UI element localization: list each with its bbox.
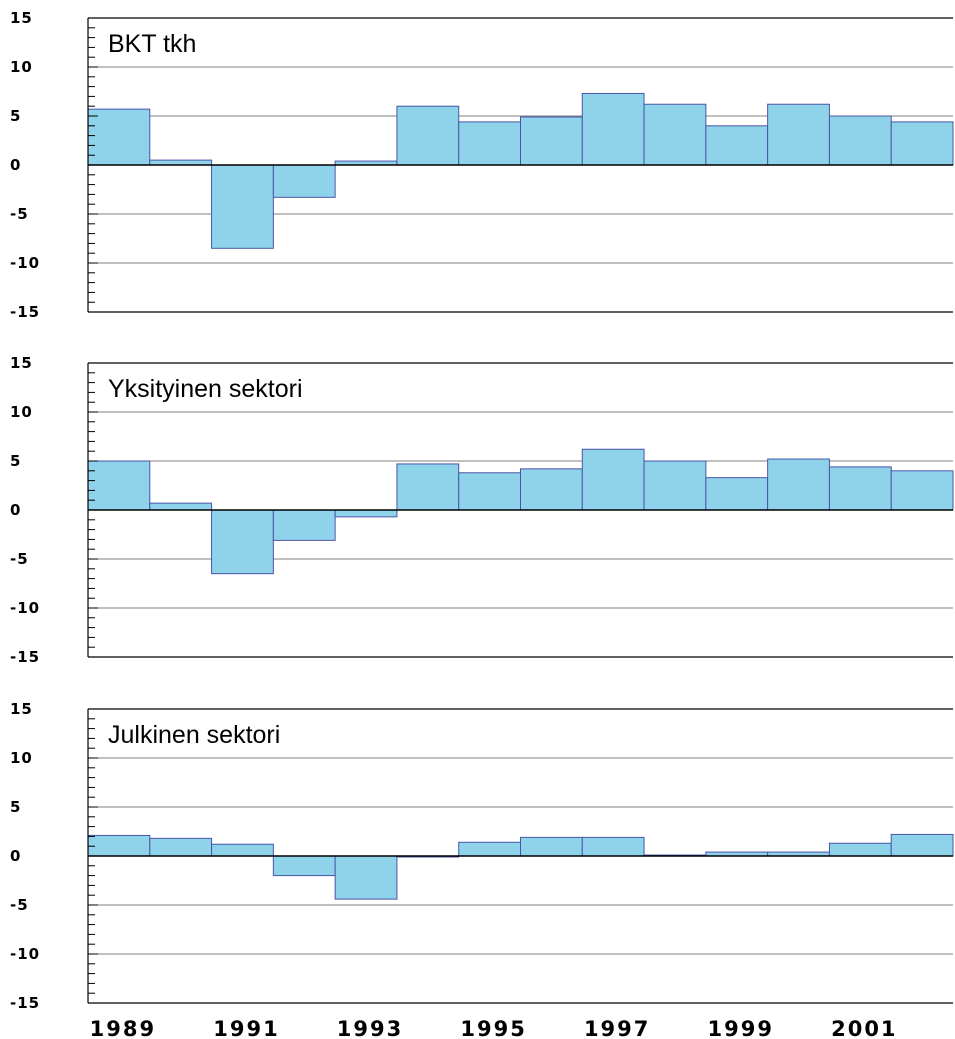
- y-tick-label: 10: [10, 749, 33, 767]
- bar-2002: [890, 121, 954, 166]
- bar-1996: [520, 468, 583, 511]
- chart-panel-private-sector: 15 10 5 0 -5 -10 -15 Yksityinen sektori: [10, 354, 954, 666]
- bar-1999: [705, 125, 769, 166]
- y-tick-label: -5: [10, 550, 29, 568]
- y-tick-label: 5: [10, 107, 21, 125]
- bar-2001: [828, 842, 892, 857]
- y-tick-label: 10: [10, 403, 33, 421]
- bar-1995: [458, 121, 522, 166]
- y-tick-label: 0: [10, 156, 21, 174]
- bar-2000: [767, 103, 830, 166]
- x-tick-label: 2001: [831, 1017, 897, 1039]
- y-tick-label: 0: [10, 847, 21, 865]
- bar-1999: [705, 477, 769, 511]
- y-tick-label: 5: [10, 452, 21, 470]
- bar-1995: [458, 841, 522, 857]
- x-tick-label: 1995: [460, 1017, 526, 1039]
- x-tick-label: 1999: [708, 1017, 774, 1039]
- x-tick-label: 1989: [90, 1017, 156, 1039]
- bar-1994: [396, 105, 460, 166]
- y-tick-label: 15: [10, 9, 33, 27]
- bar-1998: [643, 103, 707, 166]
- x-tick-label: 1991: [213, 1017, 279, 1039]
- bar-2001: [828, 466, 892, 511]
- bar-1993: [334, 509, 398, 518]
- y-tick-label: -10: [10, 254, 40, 272]
- chart-panel-public-sector: 15 10 5 0 -5 -10 -15 Julkinen sektori: [10, 700, 954, 1012]
- panel-title: BKT tkh: [108, 30, 196, 58]
- y-tick-label: 15: [10, 700, 33, 718]
- y-tick-label: -10: [10, 599, 40, 617]
- y-tick-label: -5: [10, 896, 29, 914]
- bar-1990: [149, 837, 213, 857]
- y-tick-label: -5: [10, 205, 29, 223]
- bar-1993: [334, 855, 398, 900]
- bar-1991: [211, 843, 274, 857]
- bar-1997: [581, 92, 645, 166]
- y-tick-label: 5: [10, 798, 21, 816]
- bar-1997: [581, 448, 645, 511]
- bar-1992: [272, 509, 336, 541]
- panel-title: Yksityinen sektori: [108, 375, 303, 403]
- bar-1989: [87, 460, 151, 511]
- chart-panel-bkt: 15 10 5 0 -5 -10 -15 BKT tkh: [10, 9, 954, 321]
- bar-1990: [149, 502, 213, 511]
- bar-1996: [520, 836, 583, 857]
- x-tick-label: 1993: [337, 1017, 403, 1039]
- y-tick-label: -10: [10, 945, 40, 963]
- y-tick-label: -15: [10, 303, 40, 321]
- panel-title: Julkinen sektori: [108, 721, 280, 749]
- bar-2002: [890, 470, 954, 511]
- bar-2000: [767, 458, 830, 511]
- bar-2001: [828, 115, 892, 166]
- x-tick-label: 1997: [584, 1017, 650, 1039]
- y-tick-label: 15: [10, 354, 33, 372]
- y-tick-label: -15: [10, 994, 40, 1012]
- bar-1991: [211, 164, 274, 249]
- bar-1991: [211, 509, 274, 575]
- bar-1995: [458, 472, 522, 511]
- y-tick-label: 0: [10, 501, 21, 519]
- bar-1996: [520, 116, 583, 166]
- bar-1998: [643, 460, 707, 511]
- bar-1994: [396, 463, 460, 511]
- y-tick-label: 10: [10, 58, 33, 76]
- bar-2002: [890, 833, 954, 857]
- x-axis-year-labels: 1989 1991 1993 1995 1997 1999 2001: [90, 1017, 897, 1039]
- bar-1997: [581, 836, 645, 857]
- bar-1989: [87, 834, 151, 857]
- bar-1992: [272, 855, 336, 877]
- bar-1992: [272, 164, 336, 198]
- bar-1989: [87, 108, 151, 166]
- y-tick-label: -15: [10, 648, 40, 666]
